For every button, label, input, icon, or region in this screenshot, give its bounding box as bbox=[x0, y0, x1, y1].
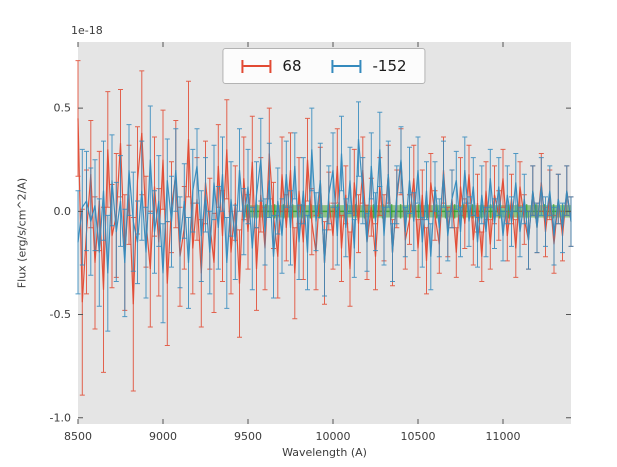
svg-text:-1.0: -1.0 bbox=[50, 411, 71, 424]
errorbar-glyph-red-icon bbox=[241, 59, 272, 73]
svg-text:9000: 9000 bbox=[149, 430, 177, 443]
svg-text:0.0: 0.0 bbox=[54, 205, 72, 218]
legend: 68 -152 bbox=[222, 48, 426, 84]
svg-text:-0.5: -0.5 bbox=[50, 308, 71, 321]
svg-text:11000: 11000 bbox=[486, 430, 521, 443]
y-axis-label: Flux (erg/s/cm^2/A) bbox=[15, 177, 29, 289]
legend-entry-68: 68 bbox=[241, 57, 302, 75]
legend-entry-minus152: -152 bbox=[331, 57, 407, 75]
svg-text:10500: 10500 bbox=[401, 430, 436, 443]
legend-label: 68 bbox=[282, 57, 302, 75]
errorbar-glyph-blue-icon bbox=[331, 59, 362, 73]
svg-text:10000: 10000 bbox=[316, 430, 351, 443]
svg-text:9500: 9500 bbox=[234, 430, 262, 443]
x-axis-label: Wavelength (A) bbox=[282, 446, 367, 459]
svg-text:0.5: 0.5 bbox=[54, 102, 72, 115]
y-axis-offset-text: 1e-18 bbox=[71, 24, 103, 37]
svg-text:8500: 8500 bbox=[64, 430, 92, 443]
legend-label: -152 bbox=[372, 57, 407, 75]
